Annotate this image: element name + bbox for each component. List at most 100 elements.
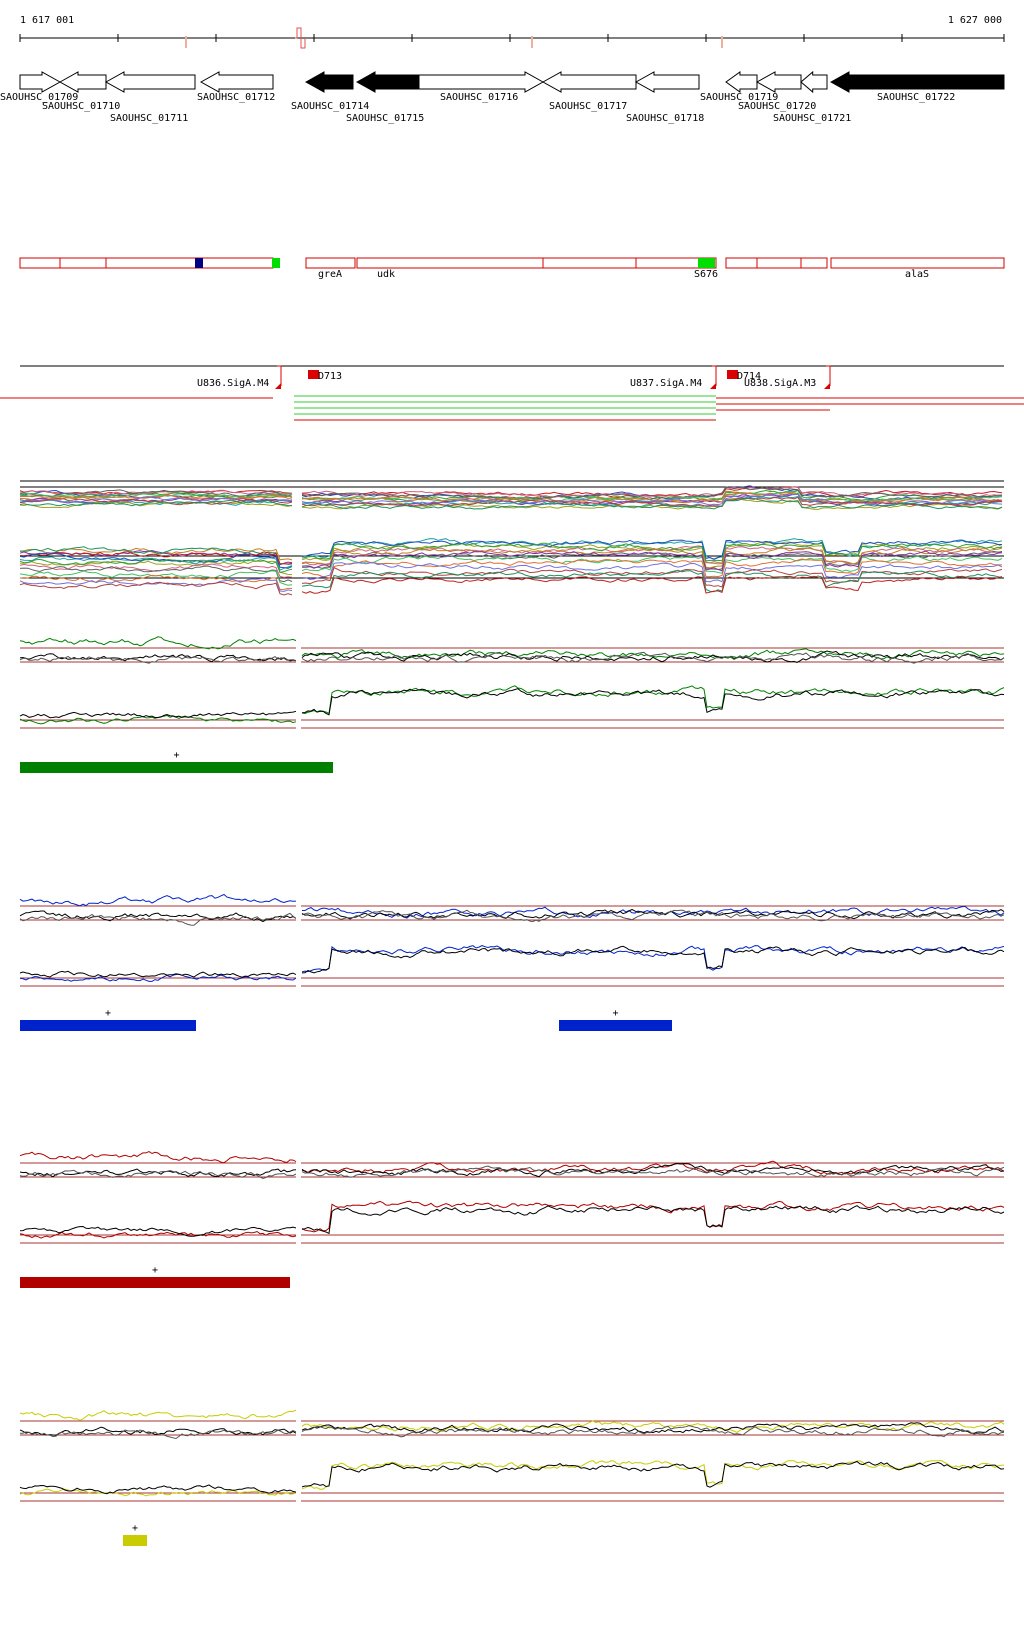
expr-line-lower	[19, 546, 293, 565]
gene-label: SAOUHSC_01722	[877, 92, 955, 103]
condition-bar	[559, 1020, 672, 1031]
condition-bar-marker: +	[105, 1008, 111, 1019]
expr-line-lower	[19, 565, 293, 583]
ruler-end-label: 1 627 000	[948, 15, 1002, 26]
expr-line-lower	[301, 569, 1003, 593]
gene-arrow	[800, 70, 828, 94]
signal-line-condition	[19, 973, 297, 982]
feature-box	[635, 257, 717, 269]
signal-line-condition	[19, 893, 297, 907]
gene-arrow	[355, 71, 420, 93]
feature-label: greA	[318, 269, 342, 280]
transcript-track	[0, 395, 1024, 421]
gene-label: SAOUHSC_01720	[738, 101, 816, 112]
signal-line-reference	[19, 1484, 297, 1495]
feature-box	[800, 257, 828, 269]
gene-arrow	[725, 71, 758, 93]
gene-label: SAOUHSC_01709	[0, 92, 78, 103]
gene-arrow	[634, 71, 700, 93]
signal-line-reference	[301, 1422, 1005, 1434]
expression-track-all	[19, 480, 1004, 596]
expr-line-lower	[19, 556, 293, 571]
gene-label: SAOUHSC_01717	[549, 101, 627, 112]
feature-box	[725, 257, 758, 269]
gene-arrow	[104, 71, 196, 93]
signal-line-reference	[301, 1205, 1005, 1235]
signal-line-reference	[301, 909, 1005, 923]
expr-line-lower	[301, 542, 1003, 562]
expr-line-lower	[301, 550, 1003, 571]
promoter-label: U837.SigA.M4	[630, 378, 702, 389]
ruler-start-label: 1 617 001	[20, 15, 74, 26]
signal-line-condition	[19, 1230, 297, 1239]
track-gap	[296, 890, 301, 1000]
gene-arrow	[829, 71, 1005, 93]
signal-line-condition	[19, 1409, 297, 1421]
expr-line-upper	[19, 492, 293, 499]
signal-line-reference	[301, 651, 1005, 664]
condition-panel-green: +	[19, 632, 1005, 773]
terminator-marker	[727, 370, 738, 379]
expr-line-upper	[19, 500, 293, 509]
expr-line-lower	[301, 566, 1003, 588]
feature-mark-navy	[195, 258, 203, 268]
gene-label: SAOUHSC_01711	[110, 113, 188, 124]
signal-line-reference	[301, 1425, 1005, 1438]
feature-mark-green	[698, 258, 715, 268]
signal-line-condition	[301, 1420, 1005, 1433]
terminator-marker	[308, 370, 319, 379]
condition-bar	[123, 1535, 147, 1546]
signal-line-reference	[301, 1460, 1005, 1488]
expr-line-lower	[301, 575, 1003, 594]
expr-line-lower	[19, 577, 293, 592]
signal-line-condition	[301, 1459, 1005, 1490]
gene-arrow	[418, 71, 545, 93]
signal-line-condition	[301, 685, 1005, 715]
gene-label: SAOUHSC_01715	[346, 113, 424, 124]
track-gap	[296, 1405, 301, 1515]
expr-line-upper	[301, 486, 1003, 500]
expr-line-lower	[301, 554, 1003, 574]
gene-label: SAOUHSC_01712	[197, 92, 275, 103]
promoter-arrowhead	[710, 383, 716, 389]
promoter-arrowhead	[275, 383, 281, 389]
expr-line-lower	[301, 546, 1003, 569]
terminator-label: D713	[318, 371, 342, 382]
expr-line-upper	[19, 496, 293, 504]
gene-arrow	[199, 71, 274, 93]
gene-arrow	[19, 71, 62, 93]
signal-line-reference	[19, 1225, 297, 1237]
expr-line-upper	[19, 499, 293, 507]
gene-label: SAOUHSC_01716	[440, 92, 518, 103]
expr-line-lower	[19, 581, 293, 596]
gene-arrow	[541, 71, 637, 93]
expr-line-upper	[301, 493, 1003, 507]
promoter-marker	[712, 365, 717, 386]
promoter-arrowhead	[824, 383, 830, 389]
expr-line-upper	[301, 496, 1003, 508]
feature-mark-green	[272, 258, 280, 268]
expr-line-upper	[301, 497, 1003, 510]
terminator-label: D714	[737, 371, 761, 382]
ruler-mark	[295, 27, 306, 49]
feature-box	[105, 257, 274, 269]
feature-box	[59, 257, 107, 269]
promoter-marker	[277, 365, 282, 386]
feature-label: S676	[694, 269, 718, 280]
track-gap	[296, 1147, 301, 1257]
signal-line-condition	[19, 1151, 297, 1164]
promoter-label: U836.SigA.M4	[197, 378, 269, 389]
expr-line-upper	[301, 492, 1003, 505]
signal-line-reference	[19, 655, 297, 664]
signal-line-reference	[301, 650, 1005, 663]
feature-box	[305, 257, 356, 269]
signal-line-condition	[301, 1200, 1005, 1233]
signal-line-reference	[301, 945, 1005, 974]
promoter-marker	[826, 365, 831, 386]
condition-panel-blue: + +	[19, 890, 1005, 1031]
feature-box	[19, 257, 61, 269]
feature-box	[756, 257, 802, 269]
signal-line-condition	[19, 1488, 297, 1497]
gene-arrow	[58, 71, 107, 93]
